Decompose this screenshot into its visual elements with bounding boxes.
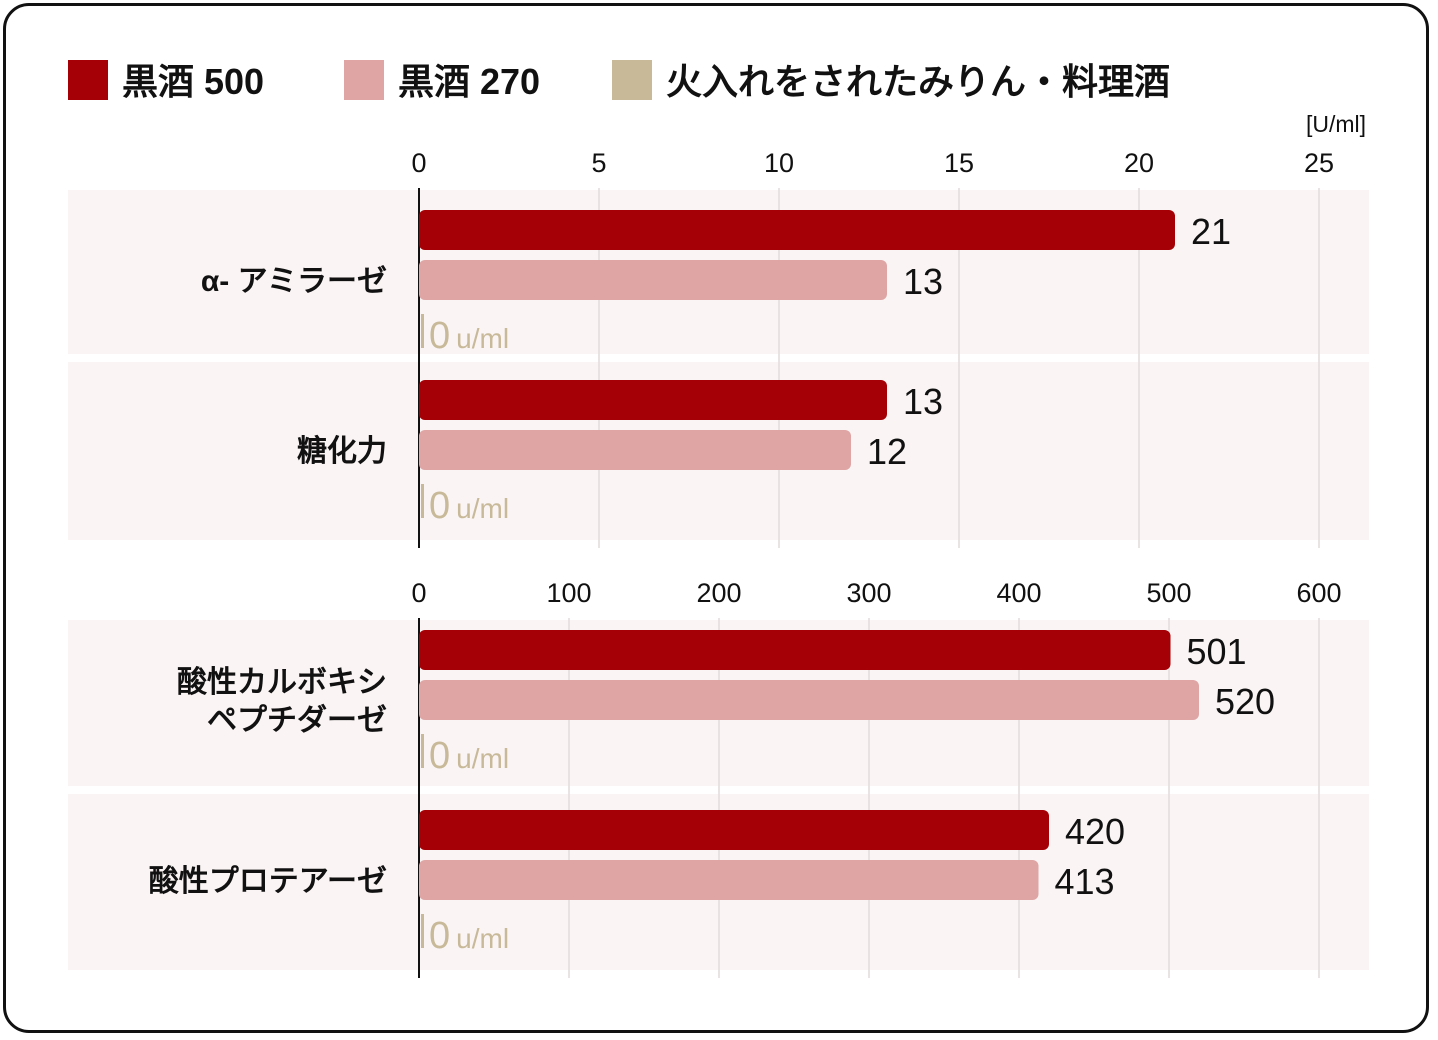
bar-1-1 (419, 430, 851, 470)
unit-label: [U/ml] (1306, 111, 1366, 137)
bar-2-1 (421, 484, 424, 518)
data-label-1-0: 520 (1215, 681, 1275, 722)
legend-swatch-1 (344, 60, 384, 100)
tick-label: 200 (696, 578, 741, 608)
bar-2-0 (421, 314, 424, 348)
bar-1-1 (419, 860, 1039, 900)
data-label-1-1: 413 (1055, 861, 1115, 902)
category-label-1: 糖化力 (297, 435, 387, 468)
tick-label: 500 (1146, 578, 1191, 608)
category-label-0: 酸性カルボキシペプチダーゼ (177, 666, 387, 737)
tick-label: 0 (411, 578, 426, 608)
tick-label: 25 (1304, 148, 1334, 178)
category-label-0: α- アミラーゼ (201, 265, 387, 298)
legend-label-0: 黒酒 500 (122, 61, 264, 102)
legend-label-2: 火入れをされたみりん・料理酒 (666, 61, 1170, 102)
data-label-1-0: 13 (903, 261, 943, 302)
data-label-2-0: 0 u/ml (429, 315, 509, 357)
bar-1-0 (419, 680, 1199, 720)
data-label-0-0: 21 (1191, 211, 1231, 252)
data-label-0-1: 13 (903, 381, 943, 422)
legend: 黒酒 500 黒酒 270 火入れをされたみりん・料理酒 (68, 60, 1170, 102)
tick-label: 0 (411, 148, 426, 178)
bar-0-1 (419, 380, 887, 420)
tick-label: 600 (1296, 578, 1341, 608)
chart-panel-upper: 0 5 10 15 20 25 [U/ml] α- アミラーゼ 21 13 0 u/ml 糖化力 13 12… (68, 111, 1369, 548)
data-label-2-1: 0 u/ml (429, 915, 509, 957)
data-label-2-0: 0 u/ml (429, 735, 509, 777)
legend-swatch-2 (612, 60, 652, 100)
data-label-0-0: 501 (1187, 631, 1247, 672)
tick-label: 15 (944, 148, 974, 178)
legend-swatch-0 (68, 60, 108, 100)
bar-1-0 (419, 260, 887, 300)
bar-2-1 (421, 914, 424, 948)
tick-label: 10 (764, 148, 794, 178)
tick-label: 20 (1124, 148, 1154, 178)
bar-2-0 (421, 734, 424, 768)
category-label-1: 酸性プロテアーゼ (149, 865, 387, 898)
data-label-0-1: 420 (1065, 811, 1125, 852)
bar-0-0 (419, 210, 1175, 250)
legend-label-1: 黒酒 270 (398, 61, 540, 102)
bar-0-0 (419, 630, 1171, 670)
data-label-2-1: 0 u/ml (429, 485, 509, 527)
tick-label: 5 (591, 148, 606, 178)
tick-label: 300 (846, 578, 891, 608)
tick-label: 100 (546, 578, 591, 608)
bar-0-1 (419, 810, 1049, 850)
data-label-1-1: 12 (867, 431, 907, 472)
tick-label: 400 (996, 578, 1041, 608)
chart-panel-lower: 0 100 200 300 400 500 600 酸性カルボキシペプチダーゼ 501 520 0 u… (68, 578, 1369, 978)
